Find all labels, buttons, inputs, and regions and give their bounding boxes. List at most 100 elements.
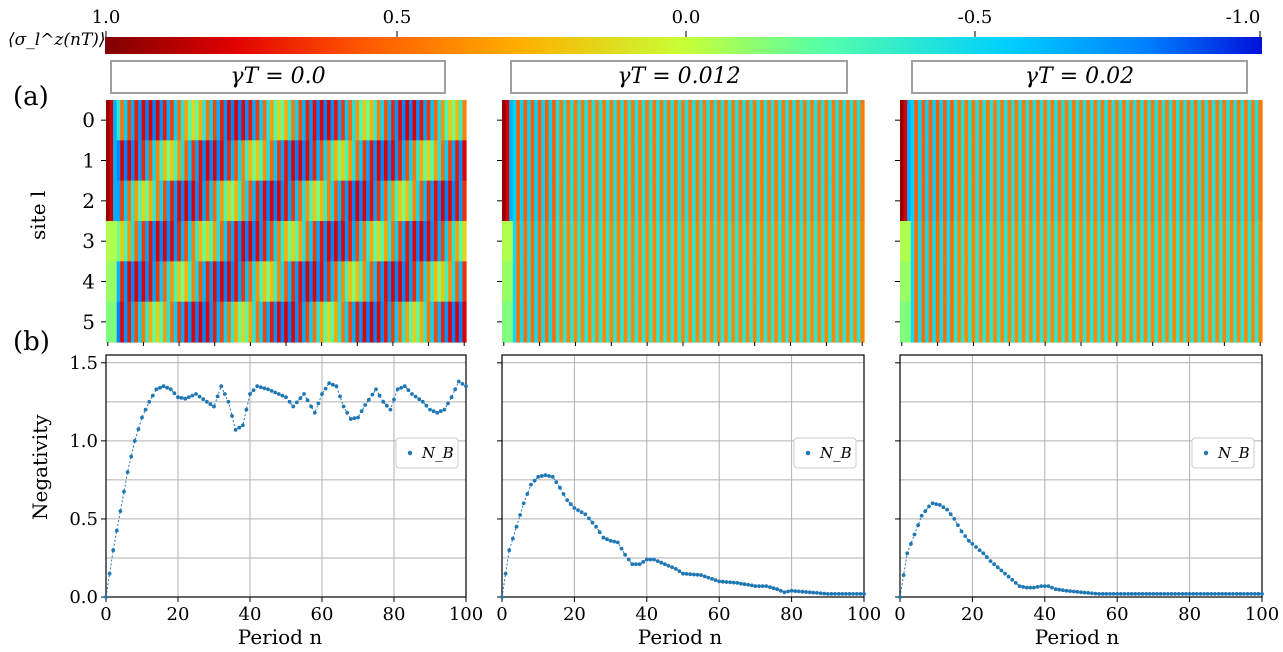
data-point	[1202, 592, 1206, 596]
data-point	[204, 399, 209, 404]
data-point	[456, 379, 461, 384]
heatmap-cell	[1190, 100, 1195, 141]
heatmap-cell	[677, 301, 682, 343]
heatmap-cell	[853, 301, 858, 343]
heatmap-cell	[369, 301, 374, 343]
heatmap-cell	[106, 100, 111, 141]
heatmap-cell	[1093, 140, 1098, 182]
data-point	[1155, 592, 1159, 596]
data-point	[237, 425, 242, 430]
heatmap-cell	[1211, 140, 1216, 182]
data-point	[384, 403, 389, 408]
heatmap-cell	[684, 180, 689, 222]
heatmap-cell	[387, 100, 392, 141]
heatmap-cell	[939, 140, 944, 182]
heatmap-cell	[634, 180, 639, 222]
heatmap-cell	[975, 100, 980, 141]
heatmap-cell	[273, 180, 278, 222]
heatmap-cell	[223, 140, 228, 182]
heatmap-cell	[430, 140, 435, 182]
heatmap-cell	[907, 261, 912, 303]
heatmap-cell	[1122, 221, 1127, 262]
data-point	[807, 590, 812, 595]
heatmap-cell	[720, 221, 725, 262]
heatmap-cell	[323, 301, 328, 343]
heatmap-cell	[362, 221, 367, 262]
heatmap-cell	[788, 221, 793, 262]
heatmap-cell	[138, 180, 143, 222]
heatmap-cell	[1107, 301, 1113, 343]
heatmap-cell	[917, 100, 923, 141]
data-point	[847, 592, 852, 596]
heatmap-cell	[394, 140, 399, 182]
heatmap-cell	[609, 140, 614, 182]
heatmap-cell	[810, 261, 815, 303]
heatmap-cell	[788, 140, 793, 182]
heatmap-cell	[781, 221, 786, 262]
heatmap-cell	[681, 301, 686, 343]
heatmap-cell	[1236, 301, 1242, 343]
heatmap-cell	[860, 140, 865, 182]
heatmap-cell	[1064, 100, 1070, 141]
heatmap-cell	[900, 140, 905, 182]
heatmap-cell	[1240, 261, 1245, 303]
heatmap-cell	[1186, 140, 1191, 182]
heatmap-cell	[584, 100, 589, 141]
heatmap-cell	[756, 180, 761, 222]
heatmap-cell	[430, 301, 435, 343]
heatmap-cell	[319, 301, 325, 343]
heatmap-cell	[326, 301, 332, 343]
heatmap-cell	[202, 180, 207, 222]
heatmap-cell	[1018, 261, 1023, 303]
heatmap-cell	[1168, 140, 1173, 182]
heatmap-cell	[670, 221, 675, 262]
heatmap-cell	[795, 301, 801, 343]
heatmap-cell	[1043, 100, 1048, 141]
heatmap-cell	[709, 221, 715, 262]
heatmap-cell	[706, 100, 711, 141]
heatmap-cell	[391, 100, 396, 141]
heatmap-cell	[387, 261, 392, 303]
data-point	[197, 394, 202, 399]
heatmap-cell	[234, 261, 239, 303]
heatmap-cell	[1258, 180, 1263, 222]
heatmap-cell	[1143, 221, 1148, 262]
heatmap-cell	[1057, 301, 1062, 343]
heatmap-cell	[1258, 221, 1263, 262]
data-point	[905, 551, 910, 556]
heatmap-cell	[724, 301, 729, 343]
heatmap-cell	[806, 301, 811, 343]
heatmap-cell	[316, 180, 321, 222]
heatmap-cell	[444, 100, 449, 141]
heatmap-cell	[656, 140, 661, 182]
heatmap-cell	[1190, 140, 1195, 182]
heatmap-cell	[458, 140, 464, 182]
heatmap-cell	[116, 100, 121, 141]
heatmap-cell	[1111, 261, 1116, 303]
data-point	[1194, 592, 1199, 596]
heatmap-cell	[1165, 301, 1170, 343]
heatmap-cell	[351, 221, 357, 262]
heatmap-cell	[734, 221, 740, 262]
data-point	[590, 520, 595, 525]
heatmap-cell	[441, 100, 446, 141]
heatmap-cell	[914, 261, 919, 303]
heatmap-cell	[148, 261, 153, 303]
heatmap-cell	[1168, 261, 1173, 303]
heatmap-cell	[1039, 261, 1044, 303]
heatmap-cell	[717, 221, 722, 262]
heatmap-cell	[441, 301, 446, 343]
heatmap-cell	[681, 140, 686, 182]
heatmap-cell	[405, 100, 410, 141]
heatmap-cell	[1029, 261, 1034, 303]
heatmap-cell	[1093, 221, 1098, 262]
heatmap-cell	[106, 140, 111, 182]
data-point	[140, 415, 144, 420]
heatmap-cell	[1208, 140, 1213, 182]
heatmap-cell	[1000, 140, 1005, 182]
data-point	[1216, 592, 1221, 596]
heatmap-cell	[634, 140, 639, 182]
heatmap-cell	[152, 180, 157, 222]
heatmap-cell	[280, 221, 285, 262]
